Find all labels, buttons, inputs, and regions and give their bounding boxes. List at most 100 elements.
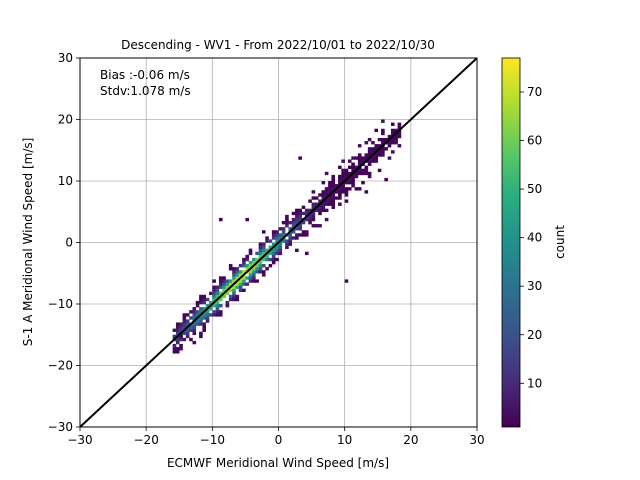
- heatmap-cell: [298, 156, 302, 160]
- heatmap-cell: [185, 331, 190, 336]
- heatmap-cell: [271, 230, 276, 234]
- heatmap-cell: [344, 187, 349, 191]
- heatmap-cell: [232, 288, 236, 292]
- heatmap-cell: [371, 150, 375, 154]
- y-tick-label: 30: [58, 51, 73, 65]
- heatmap-cell: [215, 300, 220, 305]
- heatmap-cell: [212, 291, 216, 296]
- heatmap-cell: [314, 208, 319, 213]
- heatmap-cell: [268, 257, 273, 262]
- heatmap-cell: [235, 297, 240, 302]
- heatmap-cell: [212, 279, 216, 283]
- heatmap-cell: [374, 156, 379, 160]
- heatmap-cell: [232, 273, 236, 277]
- heatmap-cell: [271, 260, 276, 265]
- heatmap-cell: [235, 270, 240, 274]
- heatmap-cell: [281, 227, 286, 231]
- heatmap-cell: [351, 177, 355, 182]
- heatmap-cell: [301, 233, 306, 237]
- heatmap-cell: [344, 199, 349, 203]
- heatmap-cell: [301, 205, 306, 209]
- heatmap-cell: [182, 331, 187, 336]
- heatmap-cell: [367, 150, 372, 154]
- heatmap-cell: [377, 137, 382, 142]
- colorbar-tick-label: 50: [527, 182, 542, 196]
- heatmap-cell: [361, 156, 365, 160]
- heatmap-cell: [222, 276, 226, 280]
- heatmap-cell: [182, 319, 187, 323]
- heatmap-cell: [238, 279, 243, 283]
- heatmap-cell: [371, 147, 375, 151]
- heatmap-cell: [338, 187, 342, 191]
- heatmap-cell: [278, 248, 283, 253]
- heatmap-cell: [172, 334, 177, 339]
- heatmap-cell: [212, 304, 216, 308]
- heatmap-cell: [192, 310, 197, 314]
- colorbar-tick-label: 60: [527, 134, 542, 148]
- heatmap-cell: [288, 233, 293, 237]
- colorbar-tick-label: 20: [527, 328, 542, 342]
- heatmap-cell: [192, 325, 197, 329]
- heatmap-cell: [361, 181, 365, 185]
- heatmap-cell: [390, 128, 395, 133]
- heatmap-cell: [218, 310, 223, 314]
- heatmap-cell: [222, 285, 226, 289]
- heatmap-cell: [331, 184, 336, 188]
- heatmap-cell: [238, 264, 243, 268]
- heatmap-cell: [285, 214, 289, 219]
- heatmap-cell: [172, 328, 177, 332]
- heatmap-cell: [304, 208, 309, 213]
- colorbar-tick-label: 10: [527, 376, 542, 390]
- heatmap-cell: [390, 137, 395, 142]
- chart-title: Descending - WV1 - From 2022/10/01 to 20…: [121, 38, 435, 52]
- heatmap-cell: [397, 122, 402, 126]
- heatmap-cell: [265, 267, 269, 271]
- heatmap-cell: [324, 171, 329, 176]
- heatmap-cell: [271, 233, 276, 237]
- heatmap-cell: [318, 224, 322, 228]
- heatmap-cell: [341, 177, 345, 182]
- heatmap-cell: [248, 273, 253, 277]
- heatmap-cell: [185, 313, 190, 317]
- heatmap-cell: [235, 276, 240, 280]
- heatmap-cell: [232, 279, 236, 283]
- heatmap-cell: [344, 193, 349, 197]
- heatmap-cell: [321, 181, 326, 185]
- heatmap-cell: [347, 187, 352, 191]
- heatmap-cell: [367, 153, 372, 157]
- heatmap-cell: [175, 322, 180, 326]
- heatmap-cell: [252, 270, 256, 274]
- heatmap-cell: [364, 165, 369, 169]
- heatmap-cell: [248, 279, 253, 283]
- heatmap-cell: [314, 196, 319, 200]
- heatmap-cell: [331, 205, 336, 209]
- heatmap-cell: [357, 153, 362, 157]
- heatmap-cell: [179, 343, 183, 348]
- heatmap-cell: [304, 230, 309, 234]
- heatmap-cell: [374, 147, 379, 151]
- x-tick-label: −30: [67, 433, 92, 447]
- heatmap-cell: [351, 162, 355, 166]
- x-axis-label: ECMWF Meridional Wind Speed [m/s]: [167, 456, 389, 470]
- heatmap-cell: [298, 224, 302, 228]
- x-tick-label: 30: [469, 433, 484, 447]
- heatmap-cell: [338, 174, 342, 179]
- heatmap-cell: [205, 304, 210, 308]
- colorbar-ticks: 10 20 30 40 50 60 70: [520, 85, 542, 390]
- heatmap-cell: [202, 328, 207, 332]
- heatmap-cell: [285, 224, 289, 228]
- heatmap-cell: [371, 159, 375, 163]
- heatmap-cell: [218, 279, 223, 283]
- heatmap-cell: [344, 190, 349, 194]
- colorbar: [501, 57, 521, 428]
- colorbar-label: count: [553, 225, 567, 259]
- heatmap-cell: [225, 285, 230, 289]
- heatmap-cell: [281, 230, 286, 234]
- heatmap-cell: [321, 193, 326, 197]
- heatmap-cell: [235, 294, 240, 299]
- heatmap-cell: [364, 141, 369, 145]
- heatmap-cell: [347, 165, 352, 169]
- heatmap-cell: [334, 196, 339, 200]
- heatmap-cell: [271, 248, 276, 253]
- heatmap-cell: [245, 217, 250, 222]
